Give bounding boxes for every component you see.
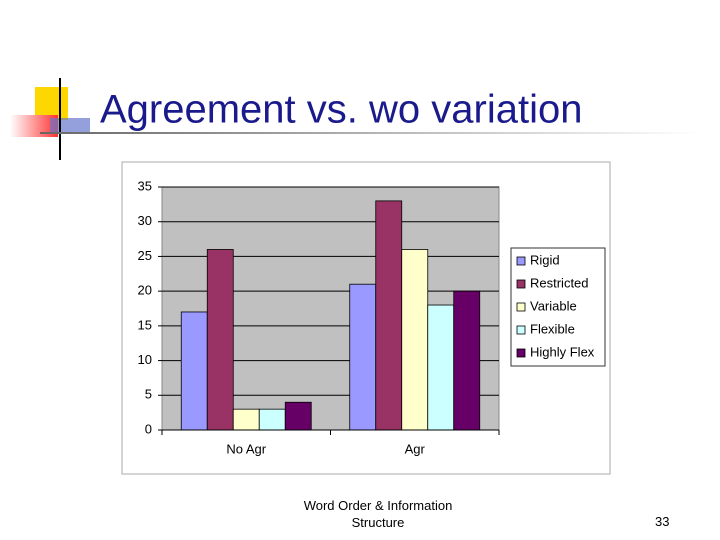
footer: Word Order & Information Structure (303, 498, 453, 530)
y-tick-label: 35 (138, 178, 152, 193)
y-tick-label: 30 (138, 213, 152, 228)
y-tick-label: 5 (145, 387, 152, 402)
title-rule (40, 132, 700, 134)
decor-square (35, 87, 68, 120)
y-tick-label: 20 (138, 283, 152, 298)
legend-label: Rigid (530, 252, 560, 267)
legend-swatch (516, 302, 526, 312)
bar (206, 249, 234, 431)
bar (232, 408, 260, 431)
bar (401, 249, 429, 431)
y-tick-label: 0 (145, 421, 152, 436)
legend (510, 247, 606, 367)
bar (427, 304, 455, 431)
decor-bar (10, 115, 58, 137)
legend-swatch (516, 348, 526, 358)
bar (284, 401, 312, 431)
bar (349, 283, 377, 431)
legend-label: Flexible (530, 321, 575, 336)
y-tick-label: 15 (138, 317, 152, 332)
legend-label: Variable (530, 298, 577, 313)
bar (258, 408, 286, 431)
y-tick-label: 25 (138, 248, 152, 263)
legend-label: Highly Flex (530, 344, 595, 359)
x-tick-label: No Agr (226, 441, 266, 456)
x-tick-label: Agr (405, 441, 426, 456)
page-number: 33 (655, 514, 670, 529)
legend-label: Restricted (530, 275, 589, 290)
bar (453, 290, 481, 431)
legend-swatch (516, 279, 526, 289)
slide-title: Agreement vs. wo variation (100, 88, 582, 132)
y-tick-label: 10 (138, 352, 152, 367)
legend-swatch (516, 325, 526, 335)
bar (180, 311, 208, 431)
decor-blue (50, 118, 90, 132)
bar (375, 200, 403, 431)
legend-swatch (516, 256, 526, 266)
